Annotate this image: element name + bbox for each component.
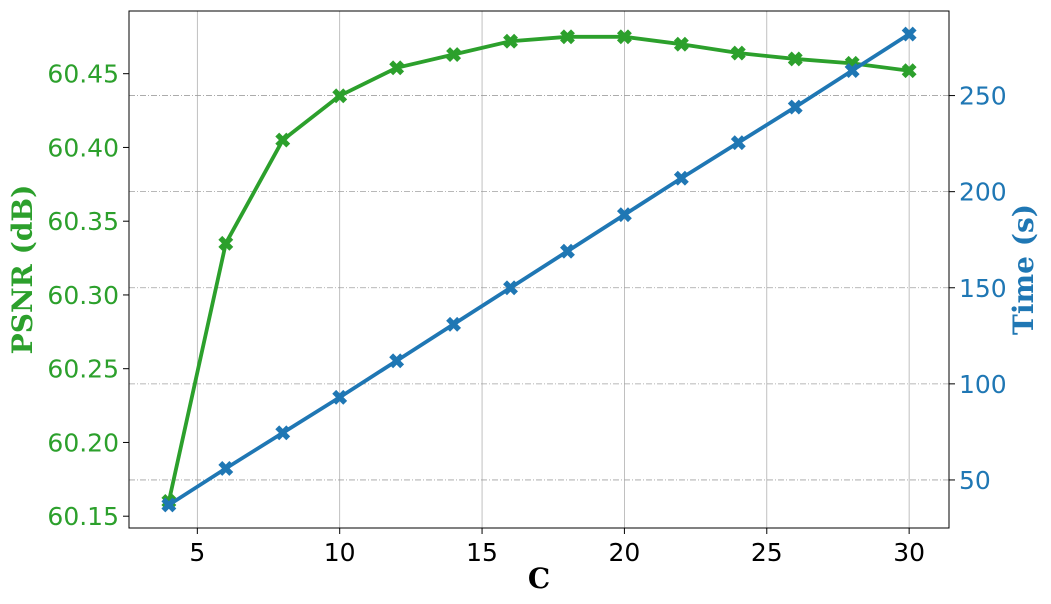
grid-layer <box>129 11 949 528</box>
right-y-tick-label-2: 150 <box>959 274 1007 303</box>
x-tick-label-5: 30 <box>893 538 925 567</box>
data-point-right-6 <box>503 280 518 296</box>
series-layer <box>161 26 917 513</box>
data-point-right-10 <box>730 135 746 151</box>
x-axis-title: C <box>528 562 550 595</box>
data-point-right-1 <box>218 460 234 476</box>
data-point-left-1 <box>218 235 234 251</box>
left-y-tick-label-5: 60.40 <box>47 133 119 162</box>
data-point-right-12 <box>844 63 860 79</box>
data-point-left-9 <box>673 36 689 52</box>
series-line-left <box>167 34 910 502</box>
right-y-axis-title: Time (s) <box>1007 204 1040 335</box>
left-y-tick-label-4: 60.35 <box>47 207 119 236</box>
data-point-left-7 <box>560 29 575 45</box>
data-point-left-2 <box>275 132 291 148</box>
data-point-right-4 <box>389 353 405 369</box>
x-tick-label-3: 20 <box>609 538 641 567</box>
right-y-tick-label-3: 200 <box>959 178 1007 207</box>
data-point-left-3 <box>332 88 348 104</box>
data-point-right-2 <box>275 425 291 441</box>
left-y-tick-label-2: 60.25 <box>47 355 119 384</box>
data-point-right-5 <box>446 316 462 332</box>
left-y-tick-label-6: 60.45 <box>47 60 119 89</box>
axes-layer: 5 10 15 20 25 30 60.15 60.20 60.25 60.30 60.35 60.4… <box>47 60 1006 567</box>
left-y-tick-label-3: 60.30 <box>47 281 119 310</box>
data-point-right-9 <box>673 170 689 186</box>
data-point-left-8 <box>616 29 632 45</box>
x-tick-label-1: 10 <box>324 538 356 567</box>
x-tick-label-0: 5 <box>189 538 205 567</box>
right-y-tick-label-1: 100 <box>959 370 1007 399</box>
left-y-axis-title: PSNR (dB) <box>6 185 39 355</box>
data-point-right-3 <box>332 389 348 405</box>
data-point-right-8 <box>616 207 632 223</box>
right-y-tick-label-4: 250 <box>959 82 1007 111</box>
data-point-left-10 <box>730 45 746 61</box>
data-point-right-11 <box>787 99 803 115</box>
data-point-left-11 <box>787 51 803 67</box>
right-y-tick-label-0: 50 <box>959 466 991 495</box>
x-tick-label-2: 15 <box>466 538 498 567</box>
series-right-axis <box>161 26 917 513</box>
left-y-tick-label-1: 60.20 <box>47 428 119 457</box>
data-point-right-0 <box>161 497 177 513</box>
data-point-right-13 <box>901 26 917 42</box>
data-point-left-4 <box>389 60 405 76</box>
plot-frame <box>128 10 950 529</box>
data-point-left-6 <box>503 33 518 49</box>
left-y-tick-label-0: 60.15 <box>47 502 119 531</box>
series-line-right <box>167 32 911 507</box>
data-point-left-5 <box>446 47 462 62</box>
data-point-left-13 <box>901 63 917 79</box>
x-tick-label-4: 25 <box>751 538 783 567</box>
data-point-right-7 <box>560 243 575 259</box>
